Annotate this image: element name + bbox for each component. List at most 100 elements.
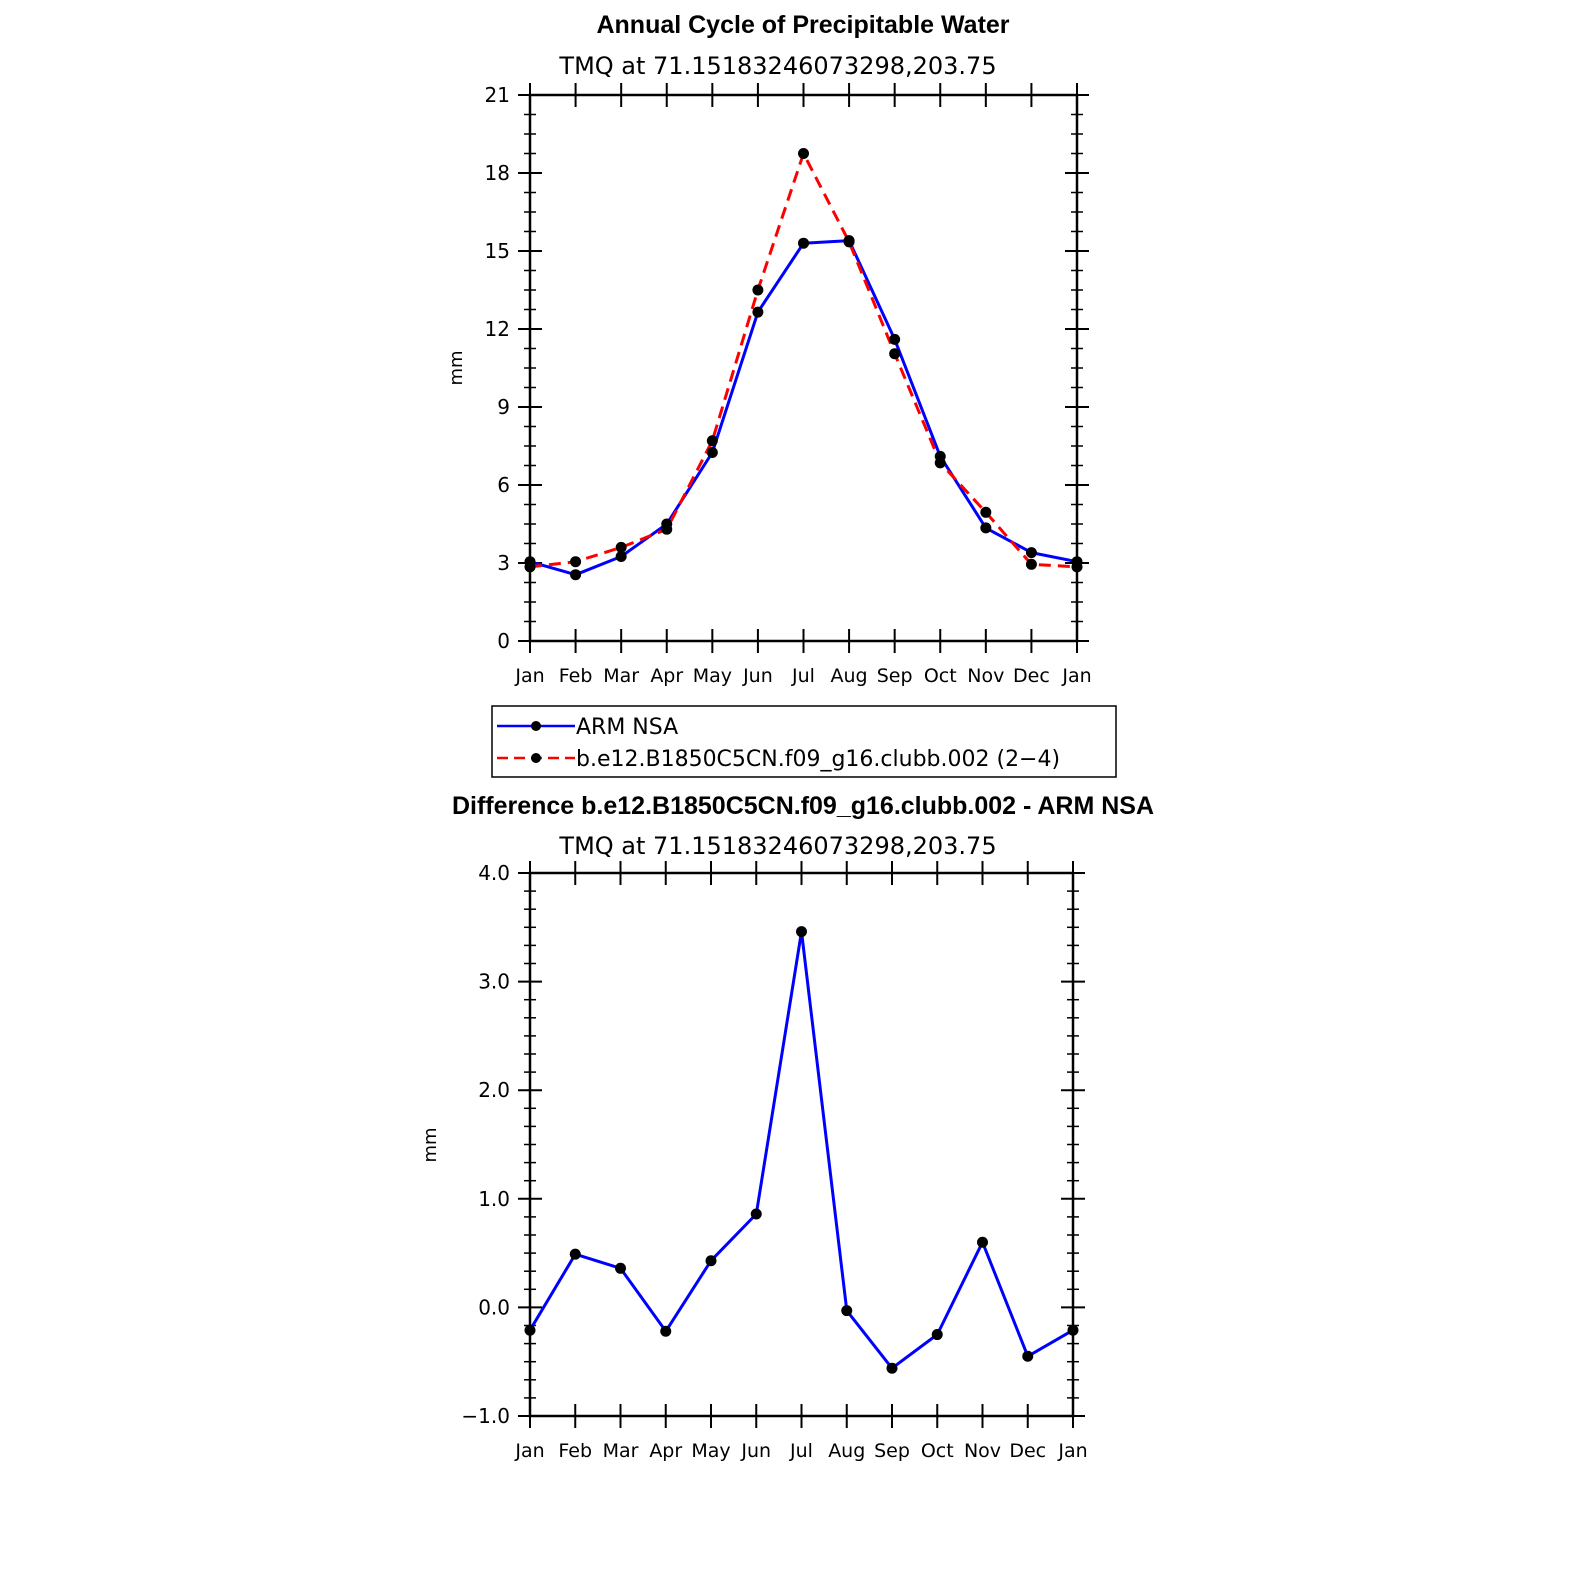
data-point-s1-12 — [1071, 561, 1083, 573]
legend-entry-arm-nsa: ARM NSA — [576, 715, 678, 740]
data-point-s0-12 — [1067, 1324, 1079, 1336]
x-tick-label: Mar — [603, 665, 639, 687]
x-tick-label: Oct — [924, 665, 957, 687]
plot-frame — [518, 83, 1089, 653]
data-point-s0-0 — [524, 1324, 536, 1336]
data-point-s0-10 — [977, 1236, 988, 1248]
data-point-s0-6 — [796, 926, 807, 938]
y-tick-label: 15 — [485, 239, 510, 263]
data-point-s0-1 — [569, 1248, 581, 1260]
chart-title: Difference b.e12.B1850C5CN.f09_g16.clubb… — [452, 792, 1154, 820]
data-point-s0-9 — [931, 1329, 943, 1341]
x-tick-label: Aug — [831, 665, 868, 687]
y-tick-label: −1.0 — [461, 1404, 510, 1428]
chart-subtitle: TMQ at 71.15183246073298,203.75 — [558, 52, 996, 80]
x-tick-label: Jan — [514, 1440, 544, 1462]
x-tick-label: Jan — [1061, 665, 1091, 687]
y-tick-label: 12 — [485, 317, 510, 341]
series-layer — [524, 148, 1083, 581]
x-tick-label: Jan — [514, 665, 544, 687]
data-point-s0-1 — [570, 569, 582, 581]
data-point-s1-5 — [752, 284, 764, 296]
x-tick-label: Nov — [967, 665, 1004, 687]
data-point-s0-6 — [798, 237, 809, 249]
y-tick-labels: 0 3 6 9 12 15 18 21 — [485, 83, 510, 653]
data-point-s0-3 — [660, 1325, 672, 1337]
data-point-s1-2 — [615, 541, 627, 553]
x-tick-label: Aug — [828, 1440, 865, 1462]
y-tick-label: 2.0 — [478, 1078, 510, 1102]
legend-entry-model: b.e12.B1850C5CN.f09_g16.clubb.002 (2−4) — [576, 747, 1060, 772]
y-tick-label: 21 — [485, 83, 510, 107]
data-point-s1-10 — [980, 506, 992, 518]
y-axis-label: mm — [420, 1127, 441, 1162]
x-tick-label: Apr — [649, 1440, 682, 1462]
data-point-s1-1 — [570, 556, 582, 568]
x-tick-label: May — [691, 1440, 730, 1462]
data-point-s0-11 — [1022, 1350, 1034, 1362]
x-tick-label: Sep — [877, 665, 913, 687]
x-tick-label: Jun — [740, 1440, 771, 1462]
data-point-s0-4 — [706, 447, 718, 458]
data-point-s0-7 — [841, 1305, 853, 1317]
data-point-s1-7 — [843, 236, 855, 248]
legend-marker-arm-nsa — [531, 721, 541, 731]
chart-title: Annual Cycle of Precipitable Water — [596, 11, 1009, 39]
x-tick-label: Sep — [874, 1440, 910, 1462]
legend: ARM NSA b.e12.B1850C5CN.f09_g16.clubb.00… — [491, 705, 1117, 778]
data-point-s1-3 — [661, 523, 673, 535]
plot-frame — [518, 861, 1085, 1428]
data-point-s0-5 — [750, 1208, 762, 1220]
y-tick-label: 18 — [485, 161, 510, 185]
data-point-s0-4 — [705, 1255, 717, 1267]
y-tick-label: 0 — [497, 629, 510, 653]
y-tick-label: 0.0 — [478, 1295, 510, 1319]
annual-cycle-panel: Annual Cycle of Precipitable Water TMQ a… — [446, 11, 1117, 778]
x-tick-label: Nov — [964, 1440, 1001, 1462]
y-tick-label: 3 — [497, 551, 510, 575]
series-layer — [524, 926, 1079, 1374]
x-tick-label: Dec — [1009, 1440, 1046, 1462]
x-tick-labels: Jan Feb Mar Apr May Jun Jul Aug Sep Oct Nov Dec Jan — [514, 665, 1091, 687]
data-point-s1-11 — [1025, 558, 1037, 570]
y-axis-label: mm — [446, 350, 467, 385]
data-point-s1-9 — [934, 457, 946, 469]
plot-border — [528, 871, 1075, 1418]
x-tick-label: Jul — [789, 1440, 813, 1462]
x-tick-label: Apr — [650, 665, 683, 687]
legend-box — [491, 705, 1117, 778]
data-point-s0-5 — [752, 306, 764, 318]
data-point-s0-8 — [889, 333, 901, 345]
data-point-s0-10 — [980, 522, 992, 534]
chart-subtitle: TMQ at 71.15183246073298,203.75 — [558, 832, 996, 860]
y-tick-label: 4.0 — [478, 861, 510, 885]
x-tick-label: Jun — [742, 665, 773, 687]
y-tick-label: 6 — [497, 473, 510, 497]
series-line-1 — [529, 152, 1078, 569]
x-tick-label: Mar — [603, 1440, 639, 1462]
series-line-0 — [528, 930, 1074, 1370]
data-point-s0-2 — [615, 1262, 626, 1274]
difference-panel: Difference b.e12.B1850C5CN.f09_g16.clubb… — [420, 792, 1154, 1462]
data-point-s1-4 — [706, 435, 718, 447]
y-tick-label: 1.0 — [478, 1187, 510, 1211]
data-point-s1-8 — [889, 348, 901, 360]
data-point-s0-2 — [615, 551, 627, 562]
y-tick-label: 3.0 — [478, 970, 510, 994]
y-tick-label: 9 — [497, 395, 510, 419]
x-tick-label: Dec — [1013, 665, 1050, 687]
legend-marker-model — [531, 753, 541, 763]
data-point-s1-0 — [524, 561, 536, 573]
x-tick-label: May — [693, 665, 732, 687]
series-line-0 — [529, 239, 1078, 577]
y-tick-labels: −1.0 0.0 1.0 2.0 3.0 4.0 — [461, 861, 510, 1428]
x-tick-label: Feb — [558, 1440, 592, 1462]
data-point-s1-6 — [798, 148, 809, 159]
x-tick-label: Jul — [791, 665, 815, 687]
x-tick-label: Oct — [921, 1440, 954, 1462]
data-point-s0-11 — [1025, 547, 1037, 559]
x-tick-label: Feb — [559, 665, 593, 687]
x-tick-label: Jan — [1057, 1440, 1087, 1462]
x-tick-labels: Jan Feb Mar Apr May Jun Jul Aug Sep Oct Nov Dec Jan — [514, 1440, 1087, 1462]
